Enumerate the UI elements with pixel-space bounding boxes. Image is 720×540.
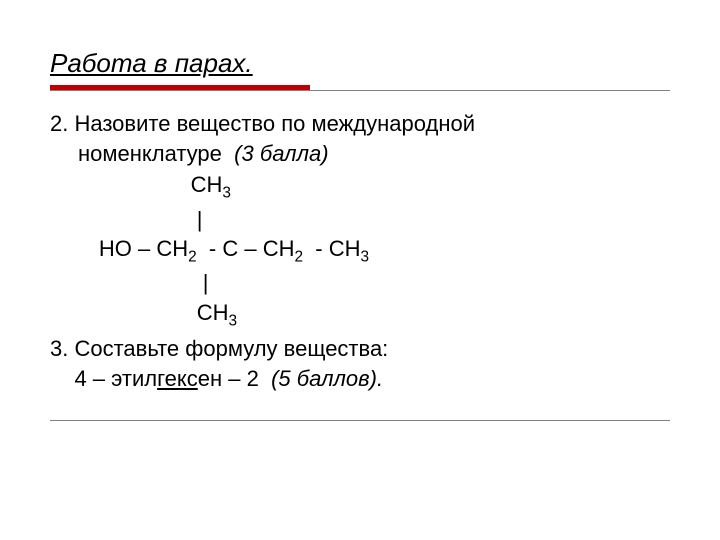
formula-line-4: | — [50, 268, 680, 298]
question-2: 2. Назовите вещество по международной но… — [50, 109, 680, 168]
q2-score: (3 балла) — [234, 141, 328, 166]
chemical-formula: СН3 | НО – СН2 - С – СН2 - СН3 | СН3 — [50, 170, 680, 332]
formula-line-5: СН3 — [50, 298, 680, 332]
f5-sub: 3 — [228, 313, 237, 330]
f1-sub: 3 — [222, 185, 231, 202]
q3-line1: 3. Составьте формулу вещества: — [50, 334, 680, 364]
f3s3: 3 — [361, 249, 370, 266]
question-3: 3. Составьте формулу вещества: 4 – этилг… — [50, 334, 680, 393]
f3s2: 2 — [295, 249, 304, 266]
bottom-rule — [50, 420, 670, 421]
f1-text: СН — [50, 172, 222, 197]
q3-b: ен – 2 — [198, 366, 271, 391]
slide-title: Работа в парах. — [50, 48, 680, 79]
formula-line-3: НО – СН2 - С – СН2 - СН3 — [50, 234, 680, 268]
f3b: - С – СН — [197, 236, 295, 261]
q3-underlined: гекс — [157, 366, 198, 391]
slide: Работа в парах. 2. Назовите вещество по … — [0, 0, 720, 540]
q2-line2: номенклатуре (3 балла) — [50, 139, 680, 169]
q3-line2: 4 – этилгексен – 2 (5 баллов). — [50, 364, 680, 394]
f3a: НО – СН — [50, 236, 188, 261]
f3s1: 2 — [188, 249, 197, 266]
q2-line2-text: номенклатуре — [78, 141, 234, 166]
body: 2. Назовите вещество по международной но… — [50, 109, 680, 394]
formula-line-1: СН3 — [50, 170, 680, 204]
title-underline-thin — [50, 90, 670, 91]
f3c: - СН — [303, 236, 360, 261]
q2-line1: 2. Назовите вещество по международной — [50, 109, 680, 139]
q3-a: 4 – этил — [50, 366, 157, 391]
q3-score: (5 баллов). — [271, 366, 383, 391]
formula-line-2: | — [50, 205, 680, 235]
f5-text: СН — [50, 300, 228, 325]
